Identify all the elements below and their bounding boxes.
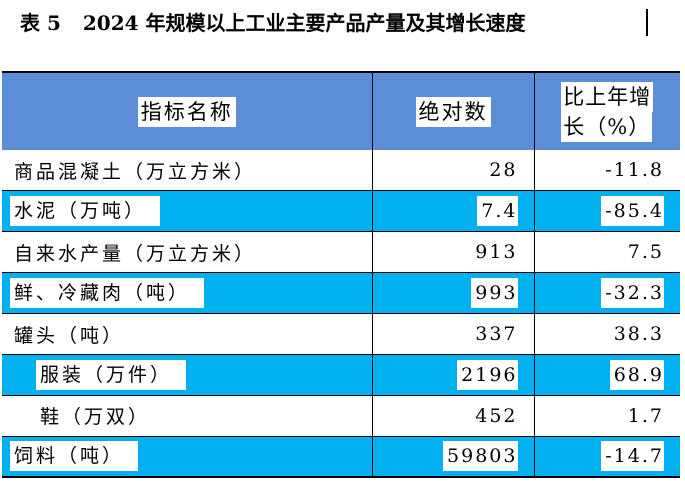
table-title: 表 5 2024 年规模以上工业主要产品产量及其增长速度 (20, 8, 526, 38)
row-value: 28 (489, 159, 518, 182)
table-row: 商品混凝土（万立方米） 28 -11.8 (2, 150, 680, 192)
table-row: 罐头（吨） 337 38.3 (2, 313, 680, 355)
row-value: 913 (475, 241, 518, 264)
table-header-row: 指标名称 绝对数 比上年增 长（%） (2, 73, 680, 150)
header-growth-line1: 比上年增 (561, 81, 654, 112)
row-value-cell: 59803 (371, 436, 534, 479)
table-number: 表 5 (20, 11, 61, 35)
table-title-text: 2024 年规模以上工业主要产品产量及其增长速度 (82, 11, 526, 35)
row-value: 993 (471, 278, 518, 309)
table-row: 饲料（吨） 59803 -14.7 (2, 436, 680, 479)
row-name-cell: 饲料（吨） (2, 436, 372, 479)
row-value: 337 (475, 323, 518, 345)
table-row: 鞋（万双） 452 1.7 (2, 395, 680, 437)
row-name: 鞋（万双） (40, 406, 151, 429)
header-cell-name: 指标名称 (2, 73, 372, 150)
row-value: 7.4 (477, 196, 518, 227)
row-value-cell: 2196 (371, 354, 534, 396)
row-value-cell: 337 (371, 313, 534, 355)
row-growth: -14.7 (601, 441, 664, 472)
row-name-cell: 商品混凝土（万立方米） (2, 150, 372, 192)
row-name-cell: 服装（万件） (2, 354, 372, 396)
row-growth-cell: -85.4 (533, 190, 680, 233)
row-growth: 1.7 (627, 404, 664, 427)
header-cell-value: 绝对数 (371, 73, 534, 150)
row-growth-cell: 1.7 (533, 395, 680, 437)
row-growth-cell: 68.9 (533, 354, 680, 396)
header-growth: 比上年增 长（%） (561, 81, 654, 142)
table-row: 水泥（万吨） 7.4 -85.4 (2, 190, 680, 233)
row-growth-cell: 7.5 (533, 231, 680, 274)
row-growth: -85.4 (601, 196, 664, 227)
row-name-cell: 水泥（万吨） (2, 190, 372, 233)
row-name-cell: 鞋（万双） (2, 395, 372, 437)
row-growth: -11.8 (605, 159, 664, 182)
table-row: 鲜、冷藏肉（吨） 993 -32.3 (2, 272, 680, 315)
header-name: 指标名称 (137, 96, 236, 127)
row-value-cell: 993 (371, 272, 534, 315)
row-name: 商品混凝土（万立方米） (14, 160, 257, 183)
text-cursor (646, 9, 648, 36)
row-growth-cell: -14.7 (533, 436, 680, 479)
row-growth-cell: 38.3 (533, 313, 680, 355)
row-value: 452 (475, 404, 518, 427)
row-value: 2196 (457, 359, 518, 390)
row-value-cell: 7.4 (371, 190, 534, 233)
row-name: 罐头（吨） (14, 324, 125, 347)
row-growth: 38.3 (613, 323, 664, 345)
header-cell-growth: 比上年增 长（%） (533, 73, 680, 150)
table-row: 自来水产量（万立方米） 913 7.5 (2, 231, 680, 274)
header-value: 绝对数 (415, 96, 491, 127)
row-value-cell: 452 (371, 395, 534, 437)
row-growth-cell: -11.8 (533, 150, 680, 192)
header-growth-line2: 长（%） (561, 111, 653, 142)
row-name-cell: 自来水产量（万立方米） (2, 231, 372, 274)
row-value-cell: 28 (371, 150, 534, 192)
row-name: 鲜、冷藏肉（吨） (10, 278, 205, 309)
table-top-rule (2, 71, 680, 73)
row-growth: 7.5 (627, 241, 664, 264)
data-table: 指标名称 绝对数 比上年增 长（%） 商品混凝土（万立方米） 28 -11.8 … (2, 73, 680, 479)
row-name: 水泥（万吨） (10, 196, 161, 227)
row-growth-cell: -32.3 (533, 272, 680, 315)
row-growth: 68.9 (609, 359, 664, 390)
row-name-cell: 罐头（吨） (2, 313, 372, 355)
row-value: 59803 (443, 441, 518, 472)
row-name-cell: 鲜、冷藏肉（吨） (2, 272, 372, 315)
row-name: 自来水产量（万立方米） (14, 242, 257, 265)
row-growth: -32.3 (601, 278, 664, 309)
row-name: 服装（万件） (36, 359, 187, 390)
table-row: 服装（万件） 2196 68.9 (2, 354, 680, 396)
row-name: 饲料（吨） (10, 441, 139, 472)
row-value-cell: 913 (371, 231, 534, 274)
